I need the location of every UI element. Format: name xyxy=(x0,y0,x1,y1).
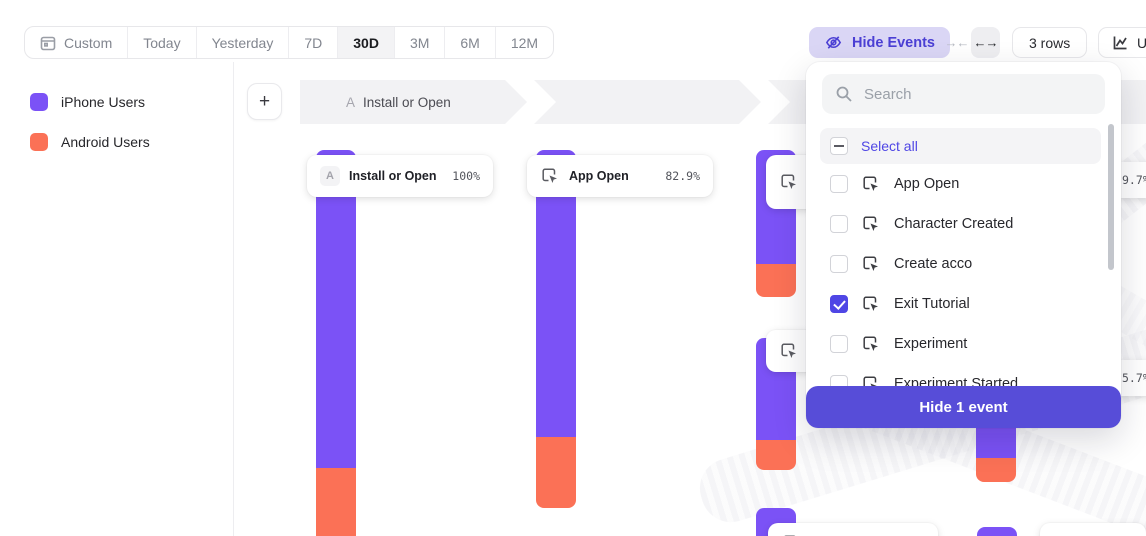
event-click-icon xyxy=(781,174,796,189)
search-icon xyxy=(836,86,852,102)
hide-event-button[interactable]: Hide 1 event xyxy=(806,386,1121,428)
legend-label: iPhone Users xyxy=(61,94,146,110)
android-users-swatch xyxy=(30,133,48,151)
date-range-3m[interactable]: 3M xyxy=(395,27,446,58)
bar-install-or-open-android[interactable] xyxy=(316,468,356,536)
checkbox-unchecked[interactable] xyxy=(830,175,848,193)
node-card-step3-row3[interactable] xyxy=(768,523,938,536)
step-header-install-or-open[interactable]: A Install or Open xyxy=(300,80,527,124)
date-range-label: Custom xyxy=(64,34,113,51)
checkbox-unchecked[interactable] xyxy=(830,215,848,233)
events-dropdown-panel: Select all App Open Character Created xyxy=(806,62,1121,428)
event-item-exit-tutorial[interactable]: Exit Tutorial xyxy=(820,284,1101,324)
select-all-checkbox-indeterminate[interactable] xyxy=(830,137,848,155)
date-range-12m[interactable]: 12M xyxy=(510,34,539,51)
event-search-input[interactable] xyxy=(864,85,1092,103)
bar-step4-row2-iphone[interactable] xyxy=(977,527,1017,536)
chart-users-button[interactable]: U xyxy=(1098,27,1146,58)
bar-step4-row1-android[interactable] xyxy=(976,458,1016,482)
hide-events-label: Hide Events xyxy=(852,34,935,51)
event-click-icon xyxy=(863,216,878,231)
dropdown-scrollbar[interactable] xyxy=(1108,124,1114,270)
line-chart-icon xyxy=(1113,36,1127,49)
collapse-columns-button[interactable]: →← xyxy=(944,35,970,50)
date-range-control: Custom Today Yesterday 7D 30D 3M 6M 12M xyxy=(24,26,555,59)
step-badge: A xyxy=(346,94,356,110)
checkbox-unchecked[interactable] xyxy=(830,255,848,273)
rows-selector-button[interactable]: 3 rows xyxy=(1012,27,1088,58)
event-list: App Open Character Created Create acco xyxy=(820,164,1101,404)
event-item-experiment[interactable]: Experiment xyxy=(820,324,1101,364)
expand-columns-button[interactable]: ←→ xyxy=(971,27,1000,58)
bar-step3-row2-android[interactable] xyxy=(756,440,796,470)
bar-app-open-iphone[interactable] xyxy=(536,150,576,437)
bar-step3-row1-android[interactable] xyxy=(756,264,796,297)
legend-divider xyxy=(233,62,234,536)
bar-app-open-android[interactable] xyxy=(536,437,576,508)
event-search[interactable] xyxy=(822,74,1105,114)
hide-events-button[interactable]: Hide Events xyxy=(809,27,950,58)
legend-item-iphone-users[interactable]: iPhone Users xyxy=(30,93,145,111)
event-item-character-created[interactable]: Character Created xyxy=(820,204,1101,244)
legend-label: Android Users xyxy=(61,134,150,150)
column-width-control: →← ←→ xyxy=(942,27,1000,58)
date-range-today[interactable]: Today xyxy=(128,27,197,58)
step-a-badge: A xyxy=(320,166,340,186)
date-range-custom[interactable]: Custom xyxy=(25,27,129,58)
step-label: Install or Open xyxy=(363,94,451,110)
select-all-row[interactable]: Select all xyxy=(820,128,1101,164)
node-card-step4-row2[interactable] xyxy=(1040,523,1146,536)
node-card-install-or-open[interactable]: A Install or Open 100% xyxy=(307,155,493,197)
iphone-users-swatch xyxy=(30,93,48,111)
legend-item-android-users[interactable]: Android Users xyxy=(30,133,150,151)
checkbox-unchecked[interactable] xyxy=(830,335,848,353)
date-range-30d-active[interactable]: 30D xyxy=(338,27,395,58)
event-item-app-open[interactable]: App Open xyxy=(820,164,1101,204)
date-range-6m[interactable]: 6M xyxy=(445,27,496,58)
date-range-7d[interactable]: 7D xyxy=(289,27,339,58)
event-click-icon xyxy=(863,256,878,271)
event-click-icon xyxy=(863,296,878,311)
event-click-icon xyxy=(781,343,796,358)
event-click-icon xyxy=(863,176,878,191)
calendar-icon xyxy=(40,36,56,50)
event-click-icon xyxy=(542,168,557,183)
node-card-app-open[interactable]: App Open 82.9% xyxy=(527,155,713,197)
add-step-button[interactable]: + xyxy=(247,83,282,120)
eye-off-icon xyxy=(825,36,842,49)
bar-install-or-open-iphone[interactable] xyxy=(316,150,356,468)
step-header-segment[interactable] xyxy=(534,80,761,124)
event-click-icon xyxy=(863,336,878,351)
event-item-create-acco[interactable]: Create acco xyxy=(820,244,1101,284)
date-range-yesterday[interactable]: Yesterday xyxy=(197,27,290,58)
checkbox-checked[interactable] xyxy=(830,295,848,313)
